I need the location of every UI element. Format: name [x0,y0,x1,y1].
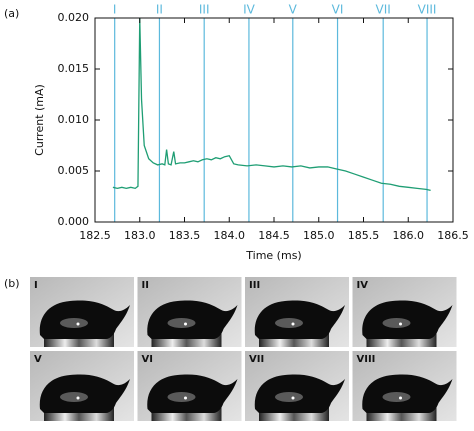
marker-label: VI [332,3,344,17]
photo-droplet [147,300,238,339]
photo-spot [291,396,295,400]
photo-tile: IV [352,277,457,347]
photo-highlight [167,392,196,402]
current-line [112,17,431,192]
marker-label: III [199,3,210,17]
photo-label: II [142,280,149,291]
photo-tile: VIII [352,351,457,421]
x-tick-label: 185.0 [303,229,335,242]
photo-label: I [34,280,38,291]
x-tick-label: 184.0 [214,229,246,242]
photo-spot [76,322,80,326]
photo-droplet [39,300,130,339]
photo-droplet [39,374,130,413]
photo-tile: III [245,277,349,347]
x-tick-label: 184.5 [258,229,290,242]
photo-spot [399,322,402,326]
photo-spot [184,396,187,400]
x-tick-label: 186.5 [437,229,469,242]
photo-tile: II [137,277,242,347]
marker-label: VIII [418,3,437,17]
photo-label: VII [249,354,264,365]
photo-highlight [275,392,303,402]
photo-highlight [167,318,196,328]
marker-label: I [113,3,117,17]
y-axis-label: Current (mA) [33,84,46,156]
photo-droplet [254,300,345,339]
photo-tile: VI [137,351,242,421]
marker-label: IV [243,3,256,17]
y-tick-label: 0.020 [58,11,90,24]
y-tick-label: 0.010 [58,113,90,126]
panel-label: (a) [4,7,19,20]
x-tick-label: 186.0 [393,229,425,242]
photo-spot [291,322,295,326]
photo-tile: VII [245,351,349,421]
y-tick-label: 0.015 [58,62,90,75]
photo-highlight [60,318,88,328]
y-tick-label: 0.000 [58,215,90,228]
marker-label: II [156,3,163,17]
marker-label: VII [376,3,391,17]
photo-tile: I [30,277,134,347]
photo-label: IV [357,280,369,291]
photo-highlight [382,392,411,402]
y-tick-label: 0.005 [58,164,90,177]
panel-label: (b) [4,277,20,290]
photo-label: VIII [357,354,376,365]
marker-label: V [289,3,298,17]
photo-droplet [254,374,345,413]
photo-highlight [60,392,88,402]
photo-spot [184,322,187,326]
photo-spot [76,396,80,400]
plot-frame [94,17,454,223]
x-tick-label: 183.5 [169,229,201,242]
photo-droplet [362,300,453,339]
photo-label: III [249,280,260,291]
x-tick-label: 183.0 [124,229,156,242]
photo-highlight [382,318,411,328]
x-tick-label: 185.5 [348,229,380,242]
photo-label: VI [142,354,153,365]
photo-droplet [147,374,238,413]
photo-highlight [275,318,303,328]
photo-spot [399,396,402,400]
photo-droplet [362,374,453,413]
photo-tile: V [30,351,134,421]
photo-label: V [34,354,42,365]
x-tick-label: 182.5 [79,229,111,242]
x-axis-label: Time (ms) [245,249,301,262]
